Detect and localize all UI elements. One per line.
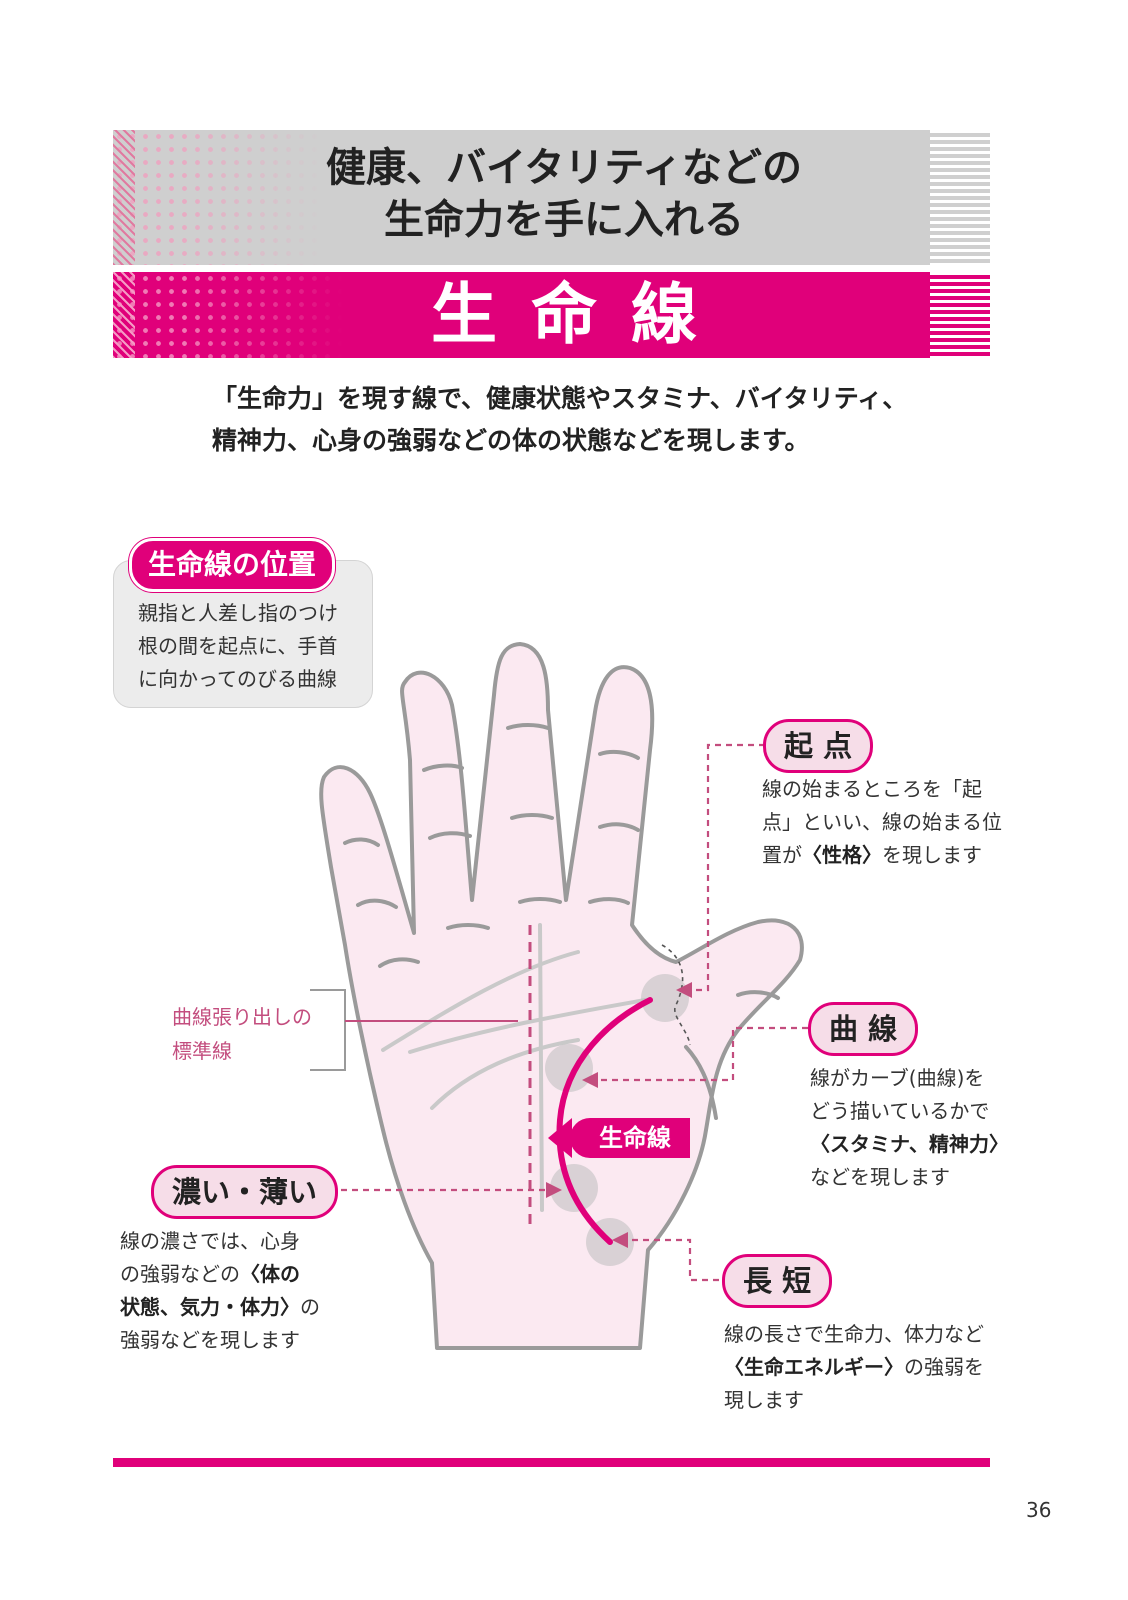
position-line: に向かってのびる曲線 xyxy=(138,667,337,691)
stripe-pattern xyxy=(930,272,990,358)
start-point-title: 起 点 xyxy=(763,719,874,773)
header-band xyxy=(113,130,990,265)
note-line: などを現します xyxy=(810,1165,950,1189)
intro-line2: 精神力、心身の強弱などの体の状態などを現します。 xyxy=(212,426,810,455)
start-point-note: 線の始まるところを「起 点」といい、線の始まる位 置が〈性格〉を現します xyxy=(762,773,1012,872)
note-line: 線がカーブ(曲線)を xyxy=(810,1066,985,1090)
diagonal-pattern xyxy=(113,272,135,358)
note-line: の強弱などの〈体の xyxy=(120,1262,300,1286)
page-title-line1: 健康、バイタリティなどの xyxy=(326,145,802,191)
diagonal-pattern xyxy=(113,130,135,265)
length-note: 線の長さで生命力、体力など 〈生命エネルギー〉の強弱を 現します xyxy=(724,1318,1014,1417)
bottom-rule xyxy=(113,1458,990,1467)
note-line: 現します xyxy=(724,1388,804,1412)
callout-connectors xyxy=(330,743,808,1282)
length-title: 長 短 xyxy=(722,1254,833,1308)
dot-pattern xyxy=(113,130,323,265)
position-tag: 生命線の位置 xyxy=(129,538,336,592)
note-line: 置が〈性格〉を現します xyxy=(762,843,982,867)
page-title-line2: 生命力を手に入れる xyxy=(384,197,744,243)
other-palm-lines xyxy=(381,923,647,1212)
section-band xyxy=(113,272,990,358)
note-line: どう描いているかで xyxy=(810,1099,990,1123)
depth-title: 濃い・薄い xyxy=(151,1165,339,1219)
life-line-label: 生命線 xyxy=(599,1124,671,1152)
note-line: 点」といい、線の始まる位 xyxy=(762,810,1002,834)
dot-pattern xyxy=(113,272,343,358)
note-line: 強弱などを現します xyxy=(120,1328,300,1352)
note-line: 〈スタミナ、精神力〉 xyxy=(810,1132,1009,1156)
position-description: 親指と人差し指のつけ 根の間を起点に、手首 に向かってのびる曲線 xyxy=(138,597,368,696)
page-number: 36 xyxy=(1026,1498,1052,1522)
intro-text: 「生命力」を現す線で、健康状態やスタミナ、バイタリティ、 精神力、心身の強弱など… xyxy=(212,378,972,462)
note-line: 線の始まるところを「起 xyxy=(762,777,982,801)
standard-line-label: 曲線張り出しの 標準線 xyxy=(172,1000,342,1068)
section-title: 生命線 xyxy=(431,276,731,353)
note-line: 〈生命エネルギー〉の強弱を xyxy=(724,1355,984,1379)
stripe-pattern xyxy=(930,130,990,265)
note-line: 状態、気力・体力〉の xyxy=(120,1295,320,1319)
position-line: 根の間を起点に、手首 xyxy=(138,634,338,658)
position-line: 親指と人差し指のつけ xyxy=(138,601,338,625)
callout-arrows xyxy=(546,982,692,1248)
thumb-joint-curve xyxy=(661,944,691,1046)
depth-note: 線の濃さでは、心身 の強弱などの〈体の 状態、気力・体力〉の 強弱などを現します xyxy=(120,1225,350,1357)
note-line: 線の濃さでは、心身 xyxy=(120,1229,300,1253)
standard-line-label-line1: 曲線張り出しの xyxy=(172,1005,312,1029)
curve-note: 線がカーブ(曲線)を どう描いているかで 〈スタミナ、精神力〉 などを現します xyxy=(810,1062,1020,1194)
standard-line-label-line2: 標準線 xyxy=(172,1039,232,1063)
standard-line-bracket xyxy=(310,989,346,1071)
page-title: 健康、バイタリティなどの 生命力を手に入れる xyxy=(0,142,1128,246)
life-line-label-pointer xyxy=(548,1118,572,1158)
hand-outline xyxy=(319,642,804,1350)
note-line: 線の長さで生命力、体力など xyxy=(724,1322,984,1346)
intro-line1: 「生命力」を現す線で、健康状態やスタミナ、バイタリティ、 xyxy=(212,384,908,413)
curve-title: 曲 線 xyxy=(808,1002,919,1056)
finger-creases xyxy=(343,723,780,1120)
life-line-label-tag xyxy=(570,1118,690,1158)
